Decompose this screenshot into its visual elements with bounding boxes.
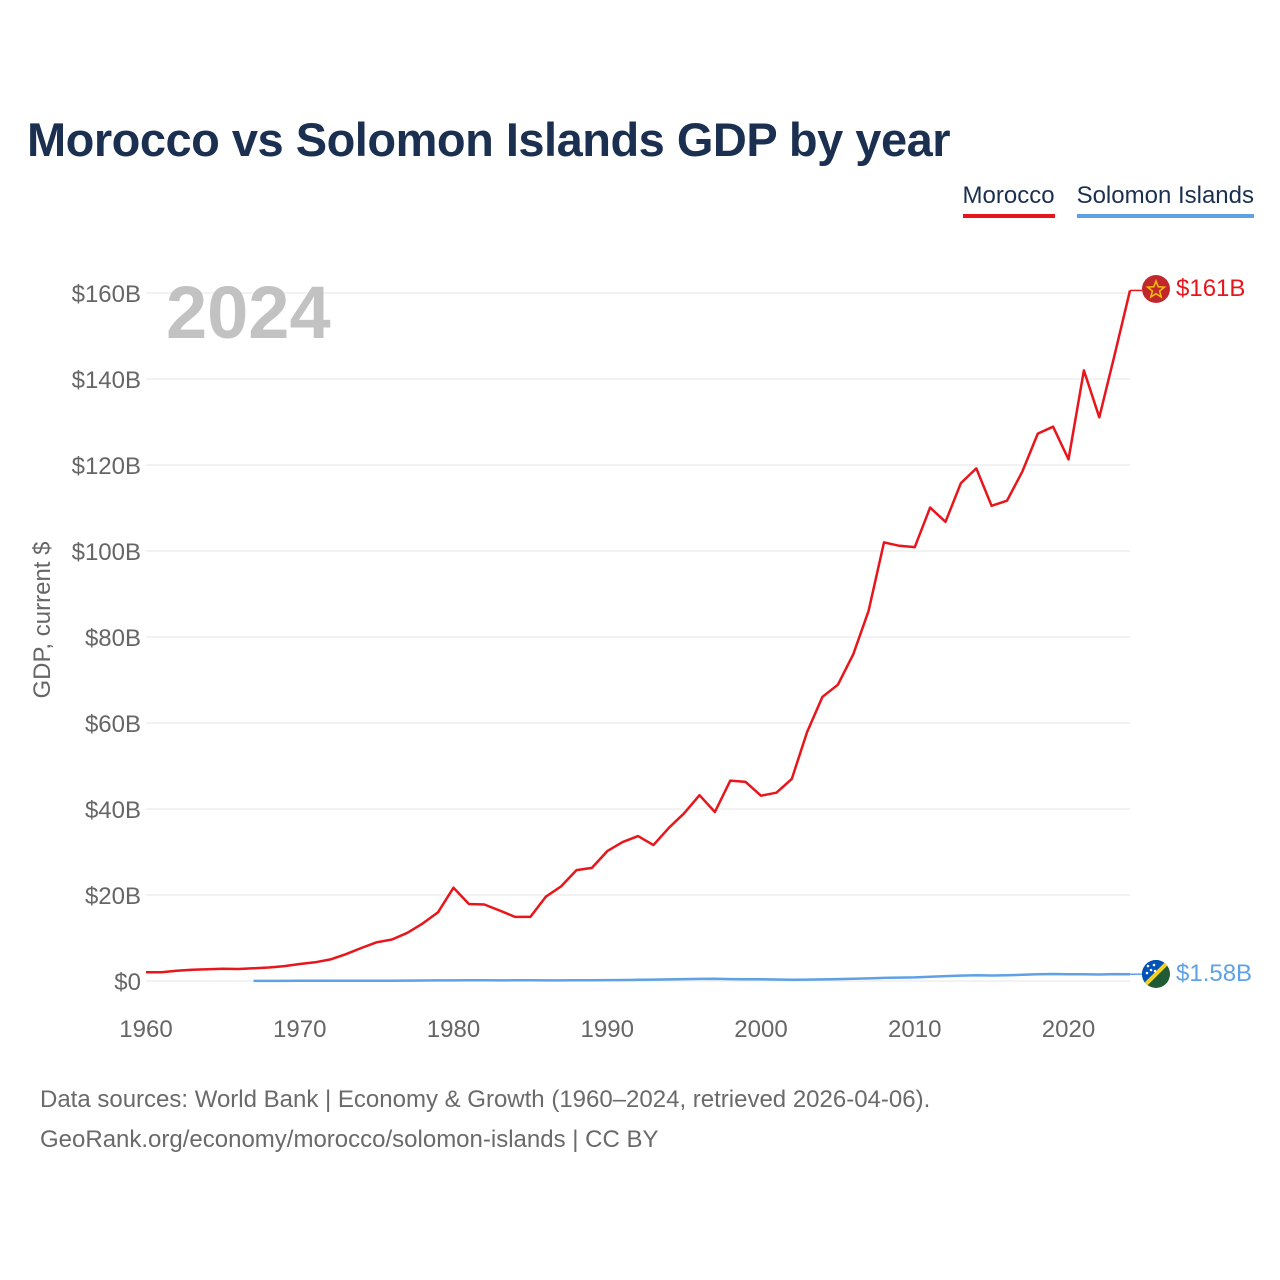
solomon-islands-flag-icon xyxy=(1142,960,1170,988)
morocco-flag-icon xyxy=(1142,275,1170,303)
x-axis-ticks: 1960 1970 1980 1990 2000 2010 2020 xyxy=(119,1016,1095,1043)
x-tick-label: 2000 xyxy=(734,1016,787,1043)
year-watermark: 2024 xyxy=(166,271,331,354)
y-tick-label: $40B xyxy=(85,797,141,824)
chart-title: Morocco vs Solomon Islands GDP by year xyxy=(27,113,951,166)
y-tick-label: $80B xyxy=(85,625,141,652)
source-note: Data sources: World Bank | Economy & Gro… xyxy=(40,1080,930,1160)
y-tick-label: $120B xyxy=(72,453,141,480)
solomon-islands-series-line xyxy=(253,972,1131,983)
series-lines xyxy=(145,289,1142,983)
legend: Morocco Solomon Islands xyxy=(962,182,1254,218)
x-tick-label: 2020 xyxy=(1042,1016,1095,1043)
x-tick-label: 2010 xyxy=(888,1016,941,1043)
gridlines xyxy=(146,292,1130,982)
y-tick-label: $20B xyxy=(85,883,141,910)
solomon-islands-end-value: $1.58B xyxy=(1176,960,1252,987)
legend-solomon-islands[interactable]: Solomon Islands xyxy=(1076,182,1254,218)
y-tick-label: $0 xyxy=(114,969,141,996)
legend-morocco[interactable]: Morocco xyxy=(962,182,1055,218)
morocco-end-value: $161B xyxy=(1176,275,1245,302)
gdp-line-chart: $0 $20B $40B $60B $80B $100B $120B $140B $160B 1… xyxy=(29,271,1252,1043)
x-tick-label: 1980 xyxy=(427,1016,480,1043)
y-tick-label: $160B xyxy=(72,281,141,308)
y-tick-label: $60B xyxy=(85,711,141,738)
y-tick-label: $100B xyxy=(72,539,141,566)
x-tick-label: 1990 xyxy=(581,1016,634,1043)
y-axis-label: GDP, current $ xyxy=(29,542,56,699)
y-axis-ticks: $0 $20B $40B $60B $80B $100B $120B $140B $160B xyxy=(72,281,141,996)
source-line-url[interactable]: GeoRank.org/economy/morocco/solomon-isla… xyxy=(40,1126,659,1153)
x-tick-label: 1970 xyxy=(273,1016,326,1043)
x-tick-label: 1960 xyxy=(119,1016,172,1043)
y-tick-label: $140B xyxy=(72,367,141,394)
source-line-data: Data sources: World Bank | Economy & Gro… xyxy=(40,1086,931,1113)
morocco-series-line xyxy=(145,290,1132,974)
